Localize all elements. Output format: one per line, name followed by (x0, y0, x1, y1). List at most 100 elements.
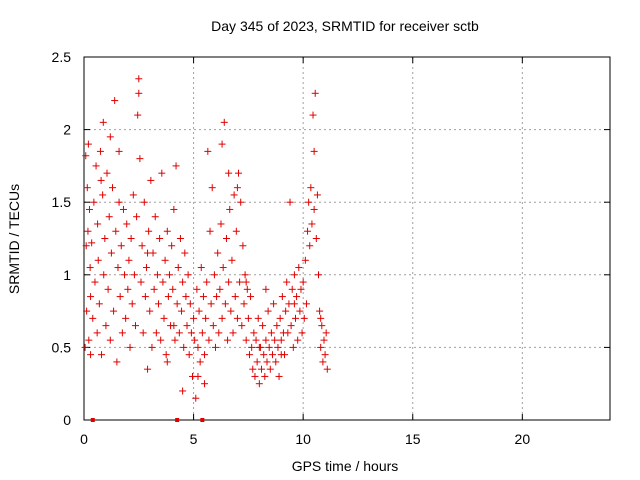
x-tick-label: 15 (405, 431, 421, 447)
data-point (247, 293, 255, 301)
y-tick-label: 0 (63, 412, 71, 428)
data-point (164, 293, 172, 301)
data-point (283, 278, 291, 286)
data-point (198, 329, 206, 337)
data-point (182, 293, 190, 301)
data-point (227, 307, 235, 315)
data-point (224, 336, 232, 344)
data-point (218, 314, 226, 322)
y-tick-label: 1 (63, 267, 71, 283)
data-point (115, 198, 123, 206)
data-point (290, 271, 298, 279)
data-point (179, 278, 187, 286)
x-tick-label: 5 (190, 431, 198, 447)
data-point (123, 220, 131, 228)
data-point (137, 278, 145, 286)
data-points (81, 75, 331, 402)
data-point (175, 329, 183, 337)
data-point (293, 293, 301, 301)
data-point (170, 205, 178, 213)
data-point (302, 300, 310, 308)
zero-marker (90, 418, 95, 422)
data-point (268, 351, 276, 359)
data-point (197, 264, 205, 272)
data-point (266, 365, 274, 373)
data-point (219, 264, 227, 272)
plot-frame (83, 56, 611, 421)
data-point (122, 314, 130, 322)
data-point (185, 351, 193, 359)
data-point (142, 264, 150, 272)
data-point (242, 278, 250, 286)
data-point (125, 256, 133, 264)
data-point (91, 278, 99, 286)
x-axis-label: GPS time / hours (292, 458, 399, 474)
data-point (250, 329, 258, 337)
data-point (201, 351, 209, 359)
data-point (196, 358, 204, 366)
data-point (86, 264, 94, 272)
data-point (239, 242, 247, 250)
data-point (113, 358, 121, 366)
data-point (94, 256, 102, 264)
data-point (174, 264, 182, 272)
data-point (217, 220, 225, 228)
data-point (318, 322, 326, 330)
data-point (273, 322, 281, 330)
data-point (121, 271, 129, 279)
data-point (208, 184, 216, 192)
data-point (178, 307, 186, 315)
data-point (238, 322, 246, 330)
data-point (187, 329, 195, 337)
zero-marker (200, 418, 205, 422)
data-point (284, 329, 292, 337)
data-point (295, 264, 303, 272)
data-point (212, 343, 219, 351)
data-point (108, 184, 116, 192)
data-point (220, 118, 228, 126)
data-point (276, 314, 284, 322)
data-point (229, 329, 237, 337)
data-point (124, 285, 132, 293)
data-point (165, 271, 173, 279)
data-point (176, 235, 184, 242)
data-point (102, 322, 110, 330)
data-point (151, 213, 159, 221)
data-point (84, 227, 92, 235)
data-point (139, 329, 147, 337)
data-point (134, 111, 142, 119)
data-point (262, 336, 270, 344)
data-point (315, 271, 323, 279)
data-point (274, 343, 282, 351)
data-point (89, 314, 97, 322)
data-point (225, 169, 233, 177)
data-point (323, 365, 331, 373)
data-point (95, 300, 103, 308)
data-point (218, 140, 226, 148)
data-point (85, 205, 93, 213)
data-point (136, 155, 144, 163)
data-point (313, 191, 321, 199)
x-tick-label: 20 (515, 431, 531, 447)
data-point (168, 242, 176, 250)
data-point (316, 307, 324, 315)
data-point (244, 314, 252, 322)
data-point (94, 220, 102, 228)
data-point (99, 118, 107, 126)
data-point (118, 329, 126, 337)
data-point (290, 300, 298, 308)
data-point (93, 329, 101, 337)
data-point (172, 162, 180, 170)
data-point (194, 343, 202, 351)
data-point (260, 351, 268, 359)
data-point (202, 314, 210, 322)
data-point (307, 184, 315, 192)
data-point (128, 300, 136, 308)
data-point (92, 162, 100, 170)
y-tick-label: 2 (63, 122, 71, 138)
data-point (153, 271, 161, 279)
data-point (186, 300, 194, 308)
data-point (90, 198, 98, 206)
data-point (233, 314, 241, 322)
